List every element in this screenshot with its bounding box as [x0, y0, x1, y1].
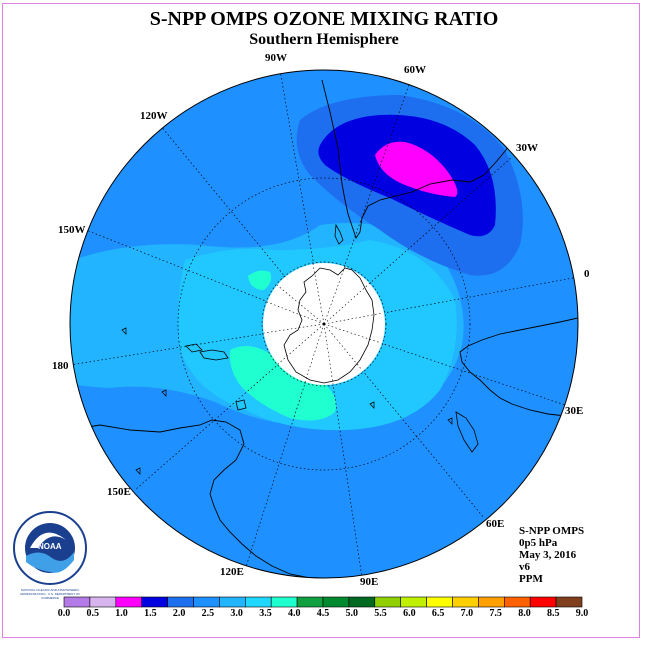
- map-subtitle: Southern Hemisphere: [249, 31, 399, 48]
- ozone-field-4-0: [229, 346, 336, 421]
- colorbar: [63, 596, 583, 608]
- colorbar-swatch: [89, 596, 117, 608]
- latitude-circle-80: [261, 261, 387, 387]
- colorbar-tick-label: 4.5: [316, 608, 330, 619]
- map-title: S-NPP OMPS OZONE MIXING RATIO: [149, 8, 499, 30]
- latitude-circle-60: [177, 177, 471, 471]
- colorbar-tick-label: 3.5: [259, 608, 272, 619]
- colorbar-swatch: [322, 596, 350, 608]
- info-date: May 3, 2016: [519, 549, 577, 561]
- colorbar-tick-label: 0.5: [86, 608, 100, 619]
- colorbar-tick-label: 6.0: [403, 608, 416, 619]
- tasmania-coastline: [235, 399, 247, 411]
- lon-label-30e: 30E: [565, 405, 584, 417]
- colorbar-swatch: [270, 596, 298, 608]
- south-america-coastline: [321, 79, 513, 240]
- lon-label-60w: 60W: [404, 64, 426, 76]
- colorbar-swatch: [452, 596, 479, 608]
- colorbar-swatch: [400, 596, 427, 608]
- colorbar-tick-label: 7.5: [489, 608, 502, 619]
- info-instrument: S-NPP OMPS: [519, 525, 585, 537]
- lon-label-90w: 90W: [265, 52, 287, 64]
- colorbar-swatch: [555, 596, 583, 608]
- colorbar-tick-label: 1.5: [144, 608, 157, 619]
- figure-frame: [2, 3, 640, 638]
- lon-label-60e: 60E: [486, 518, 505, 530]
- colorbar-swatch: [503, 596, 531, 608]
- colorbar-tick-label: 2.0: [172, 608, 186, 619]
- colorbar-swatch: [141, 596, 168, 608]
- colorbar-tick-label: 8.0: [518, 608, 531, 619]
- colorbar-tick-label: 5.0: [345, 608, 359, 619]
- colorbar-tick-label: 8.5: [546, 608, 560, 619]
- antarctica-coastline: [283, 267, 375, 384]
- lon-label-90e: 90E: [360, 576, 379, 588]
- colorbar-swatch: [348, 596, 376, 608]
- australia-coastline: [70, 419, 326, 578]
- lon-label-180: 180: [52, 360, 69, 372]
- colorbar-tick-label: 4.0: [287, 608, 301, 619]
- info-level: 0p5 hPa: [519, 537, 558, 549]
- colorbar-tick-label: 7.0: [460, 608, 474, 619]
- new-zealand-south: [199, 349, 229, 361]
- colorbar-swatch: [115, 596, 143, 608]
- south-pole-marker: [322, 322, 326, 326]
- noaa-logo-ring-text: NATIONAL OCEANIC AND ATMOSPHERIC ADMINIS…: [19, 588, 81, 600]
- info-version: v6: [519, 561, 530, 573]
- lon-label-30w: 30W: [516, 142, 538, 154]
- colorbar-swatch: [296, 596, 324, 608]
- info-units: PPM: [519, 573, 543, 585]
- colorbar-swatch: [374, 596, 401, 608]
- ozone-field-4-0b: [248, 270, 272, 290]
- colorbar-tick-label: 1.0: [115, 608, 128, 619]
- colorbar-tick-label: 0.0: [57, 608, 71, 619]
- africa-coastline: [459, 317, 578, 417]
- colorbar-tick-label: 3.0: [230, 608, 243, 619]
- madagascar-coastline: [455, 411, 479, 453]
- small-islands: [121, 327, 167, 475]
- colorbar-tick-label: 9.0: [575, 608, 589, 619]
- lon-label-0: 0: [584, 268, 590, 280]
- lon-label-120e: 120E: [220, 566, 244, 578]
- colorbar-swatch: [167, 596, 194, 608]
- map-boundary: [69, 69, 579, 579]
- small-islands-east: [369, 401, 453, 425]
- lon-label-150e: 150E: [107, 486, 131, 498]
- colorbar-tick-label: 6.5: [431, 608, 445, 619]
- colorbar-tick-label: 2.5: [201, 608, 215, 619]
- south-america-tip: [334, 223, 344, 245]
- colorbar-swatch: [478, 596, 505, 608]
- lon-label-150w: 150W: [58, 224, 86, 236]
- new-zealand-north: [185, 343, 203, 353]
- colorbar-swatch: [529, 596, 557, 608]
- noaa-logo-text: NOAA: [38, 542, 62, 551]
- colorbar-tick-label: 5.5: [374, 608, 387, 619]
- colorbar-swatch: [219, 596, 246, 608]
- colorbar-swatch: [426, 596, 453, 608]
- noaa-logo: [13, 511, 87, 585]
- colorbar-swatch: [245, 596, 272, 608]
- lon-label-120w: 120W: [140, 110, 168, 122]
- colorbar-swatch: [193, 596, 220, 608]
